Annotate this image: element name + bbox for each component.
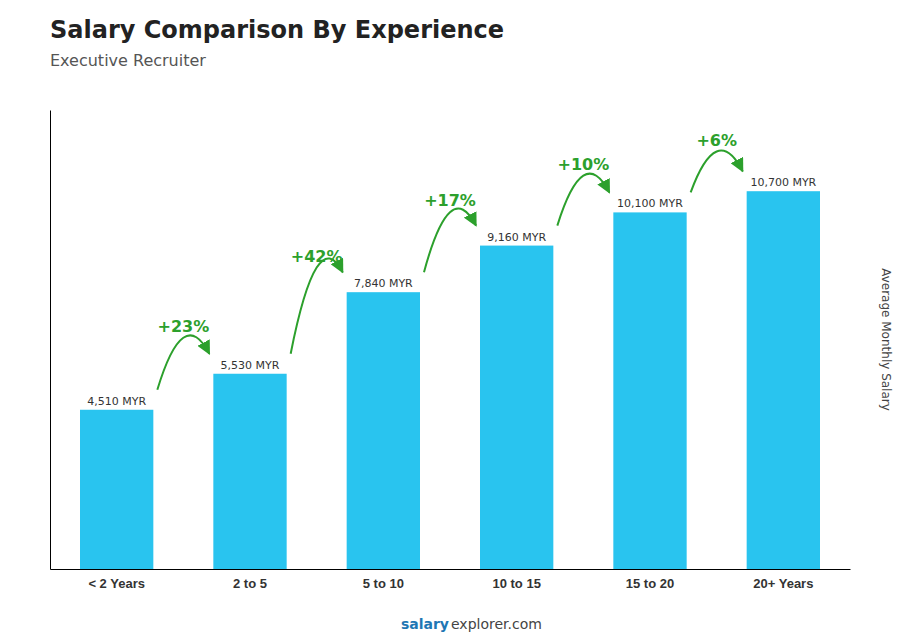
x-tick-label: 20+ Years (753, 576, 813, 591)
x-axis-line (51, 569, 851, 570)
data-label: 4,510 MYR (87, 395, 146, 408)
data-label: 10,100 MYR (617, 197, 683, 210)
annotation: +6% (696, 131, 737, 150)
x-tick: 2 to 5 (233, 576, 267, 591)
bar (347, 292, 420, 569)
x-tick-label: 5 to 10 (363, 576, 404, 591)
data-label: 7,840 MYR (354, 277, 413, 290)
title: Salary Comparison By Experience (50, 16, 504, 44)
data-labels: 4,510 MYR 5,530 MYR 7,840 MYR 9,160 MYR 10,1… (87, 176, 816, 408)
y-axis-line (50, 111, 51, 570)
x-tick: 20+ Years (753, 576, 813, 591)
annotation: +17% (424, 191, 476, 210)
x-tick: 15 to 20 (626, 576, 674, 591)
annotation: +23% (157, 317, 209, 336)
x-tick-label: < 2 Years (88, 576, 145, 591)
footer: salary (401, 616, 449, 632)
y-axis (50, 111, 51, 570)
annotations: +23% +42% +17% +10% +6% (157, 131, 742, 390)
footer: explorer.com (451, 616, 542, 632)
chart: Salary Comparison By Experience Executive… (0, 0, 900, 641)
arrow (424, 209, 476, 273)
bar (613, 212, 686, 569)
annotation: +42% (291, 247, 343, 266)
plot: < 2 Years 2 to 5 5 to 10 10 to 15 15 to 20 20… (51, 111, 851, 592)
x-tick: < 2 Years (88, 576, 145, 591)
x-tick: 10 to 15 (492, 576, 540, 591)
x-tick-label: 2 to 5 (233, 576, 267, 591)
data-label: 9,160 MYR (487, 231, 546, 244)
arrow (691, 151, 743, 193)
y-axis-title: Average Monthly Salary (879, 268, 893, 411)
data-label: 5,530 MYR (221, 359, 280, 372)
annotation: +10% (557, 155, 609, 174)
x-tick: 5 to 10 (363, 576, 404, 591)
bar (213, 374, 286, 569)
bar (80, 410, 153, 569)
arrow (157, 335, 209, 389)
bar (480, 246, 553, 569)
x-tick-label: 10 to 15 (492, 576, 540, 591)
bars (80, 191, 820, 569)
arrow (291, 258, 343, 353)
bar (747, 191, 820, 569)
x-tick-label: 15 to 20 (626, 576, 674, 591)
arrow (557, 174, 609, 226)
x-axis: < 2 Years 2 to 5 5 to 10 10 to 15 15 to 20 20… (51, 570, 851, 592)
subtitle: Executive Recruiter (50, 51, 206, 70)
data-label: 10,700 MYR (750, 176, 816, 189)
